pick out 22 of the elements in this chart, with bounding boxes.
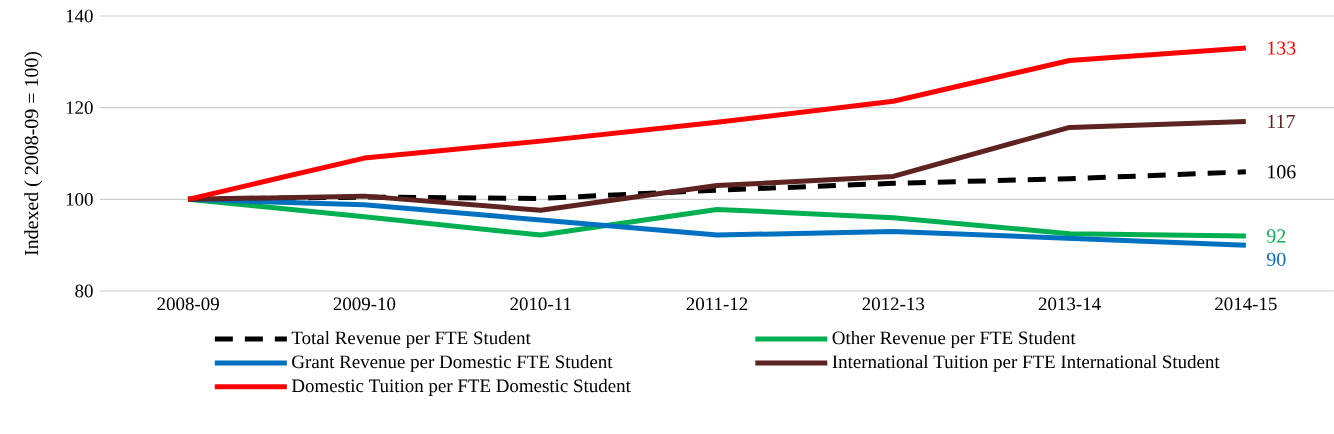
data-label: 117 xyxy=(1268,114,1295,128)
legend-label: Other Revenue per FTE Student xyxy=(832,330,1076,349)
x-tick-label: 2011-12 xyxy=(686,297,748,311)
y-axis-title: Indexed ( 2008-09 = 100) xyxy=(24,51,43,256)
data-label: 106 xyxy=(1268,165,1296,179)
data-label: 133 xyxy=(1268,41,1296,55)
y-tick-label: 120 xyxy=(66,101,93,115)
x-tick-label: 2012-13 xyxy=(862,297,925,311)
x-tick-label: 2014-15 xyxy=(1215,297,1277,311)
y-tick-label: 80 xyxy=(75,284,93,298)
legend-label: Total Revenue per FTE Student xyxy=(291,330,531,349)
y-tick-label: 140 xyxy=(66,9,93,23)
legend-label: International Tuition per FTE International Student xyxy=(832,354,1220,373)
x-tick-label: 2013-14 xyxy=(1038,297,1101,311)
legend-label: Grant Revenue per Domestic FTE Student xyxy=(292,354,613,373)
x-tick-label: 2008-09 xyxy=(157,297,219,311)
legend-label: Domestic Tuition per FTE Domestic Student xyxy=(291,378,631,397)
data-label: 92 xyxy=(1266,229,1286,243)
y-tick-label: 100 xyxy=(66,192,93,206)
x-tick-label: 2010-11 xyxy=(510,297,571,311)
data-label: 90 xyxy=(1266,252,1286,267)
x-tick-label: 2009-10 xyxy=(333,297,396,311)
